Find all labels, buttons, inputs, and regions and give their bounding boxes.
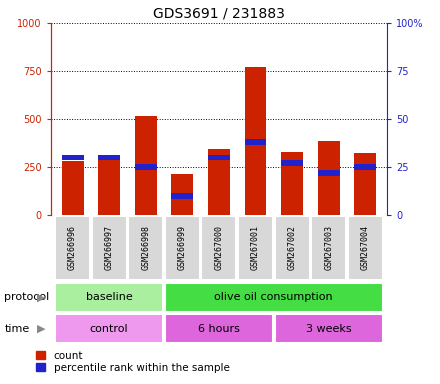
- Text: 6 hours: 6 hours: [198, 324, 240, 334]
- Bar: [245, 67, 267, 215]
- Bar: [171, 193, 193, 199]
- FancyBboxPatch shape: [165, 283, 383, 312]
- Bar: [135, 164, 157, 170]
- FancyBboxPatch shape: [165, 216, 200, 280]
- Text: GSM267004: GSM267004: [361, 225, 370, 270]
- FancyBboxPatch shape: [275, 314, 383, 343]
- Text: GSM267001: GSM267001: [251, 225, 260, 270]
- Bar: [318, 141, 340, 215]
- Legend: count, percentile rank within the sample: count, percentile rank within the sample: [36, 351, 230, 373]
- FancyBboxPatch shape: [55, 314, 163, 343]
- Bar: [62, 161, 84, 215]
- FancyBboxPatch shape: [275, 216, 310, 280]
- FancyBboxPatch shape: [92, 216, 127, 280]
- FancyBboxPatch shape: [165, 314, 273, 343]
- Text: GSM267003: GSM267003: [324, 225, 333, 270]
- FancyBboxPatch shape: [128, 216, 163, 280]
- Bar: [318, 170, 340, 176]
- Text: protocol: protocol: [4, 292, 50, 302]
- Bar: [208, 149, 230, 215]
- FancyBboxPatch shape: [348, 216, 383, 280]
- Text: GSM266996: GSM266996: [68, 225, 77, 270]
- Text: GSM266998: GSM266998: [141, 225, 150, 270]
- FancyBboxPatch shape: [55, 216, 90, 280]
- Bar: [281, 161, 303, 166]
- Bar: [208, 155, 230, 161]
- Text: olive oil consumption: olive oil consumption: [214, 292, 333, 302]
- Text: ▶: ▶: [37, 292, 45, 302]
- Bar: [281, 152, 303, 215]
- Text: 3 weeks: 3 weeks: [306, 324, 352, 334]
- Text: GSM267002: GSM267002: [288, 225, 297, 270]
- Title: GDS3691 / 231883: GDS3691 / 231883: [153, 7, 285, 20]
- FancyBboxPatch shape: [311, 216, 346, 280]
- Bar: [135, 116, 157, 215]
- Bar: [354, 164, 376, 170]
- FancyBboxPatch shape: [202, 216, 236, 280]
- Bar: [171, 174, 193, 215]
- Bar: [98, 155, 120, 161]
- Bar: [245, 139, 267, 145]
- Text: ▶: ▶: [37, 324, 45, 334]
- Text: baseline: baseline: [86, 292, 132, 302]
- Bar: [354, 152, 376, 215]
- Text: time: time: [4, 324, 29, 334]
- FancyBboxPatch shape: [238, 216, 273, 280]
- Bar: [98, 157, 120, 215]
- Bar: [62, 155, 84, 161]
- Text: control: control: [90, 324, 128, 334]
- Text: GSM266999: GSM266999: [178, 225, 187, 270]
- Text: GSM267000: GSM267000: [214, 225, 224, 270]
- Text: GSM266997: GSM266997: [105, 225, 114, 270]
- FancyBboxPatch shape: [55, 283, 163, 312]
